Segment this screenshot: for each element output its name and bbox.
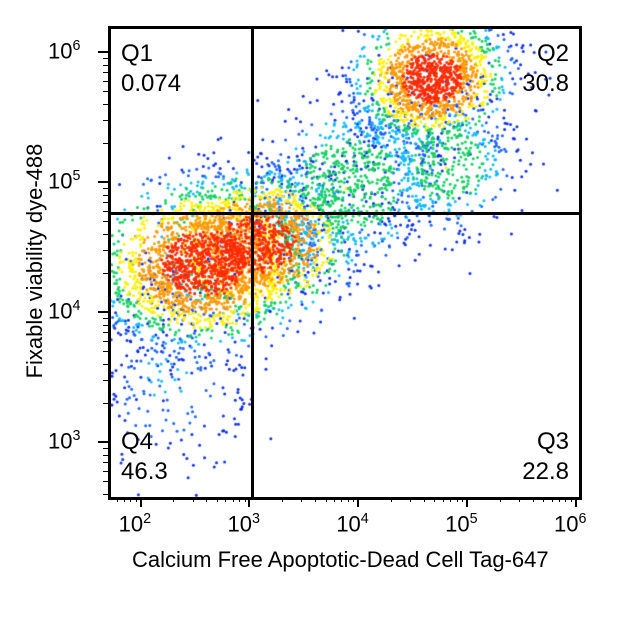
- quadrant-value-q1: 0.074: [121, 70, 181, 97]
- quadrant-label-q1: Q1 0.074: [121, 39, 181, 99]
- quadrant-name-q4: Q4: [121, 428, 153, 455]
- quadrant-value-q3: 22.8: [522, 458, 569, 485]
- quadrant-label-q2: Q2 30.8: [522, 39, 569, 99]
- y-axis-label: Fixable viability dye-488: [22, 131, 48, 391]
- x-axis-label: Calcium Free Apoptotic-Dead Cell Tag-647: [132, 547, 549, 573]
- quadrant-label-q4: Q4 46.3: [121, 427, 168, 487]
- y-tick-label: 105: [48, 168, 80, 194]
- x-tick-label: 102: [119, 511, 151, 537]
- scatter-canvas: [111, 29, 579, 497]
- figure-root: Q1 0.074 Q2 30.8 Q3 22.8 Q4 46.3 Calcium…: [0, 0, 631, 628]
- x-tick-label: 104: [336, 511, 368, 537]
- x-tick-label: 103: [227, 511, 259, 537]
- quadrant-name-q3: Q3: [537, 428, 569, 455]
- quadrant-label-q3: Q3 22.8: [522, 427, 569, 487]
- quadrant-gate-horizontal: [111, 212, 579, 215]
- quadrant-value-q4: 46.3: [121, 458, 168, 485]
- y-tick-label: 104: [48, 298, 80, 324]
- quadrant-value-q2: 30.8: [522, 70, 569, 97]
- y-tick-label: 103: [48, 428, 80, 454]
- x-tick-label: 105: [445, 511, 477, 537]
- quadrant-name-q2: Q2: [537, 40, 569, 67]
- x-tick-label: 106: [554, 511, 586, 537]
- scatter-plot: Q1 0.074 Q2 30.8 Q3 22.8 Q4 46.3: [108, 26, 582, 500]
- quadrant-name-q1: Q1: [121, 40, 153, 67]
- quadrant-gate-vertical: [251, 29, 254, 497]
- y-tick-label: 106: [48, 38, 80, 64]
